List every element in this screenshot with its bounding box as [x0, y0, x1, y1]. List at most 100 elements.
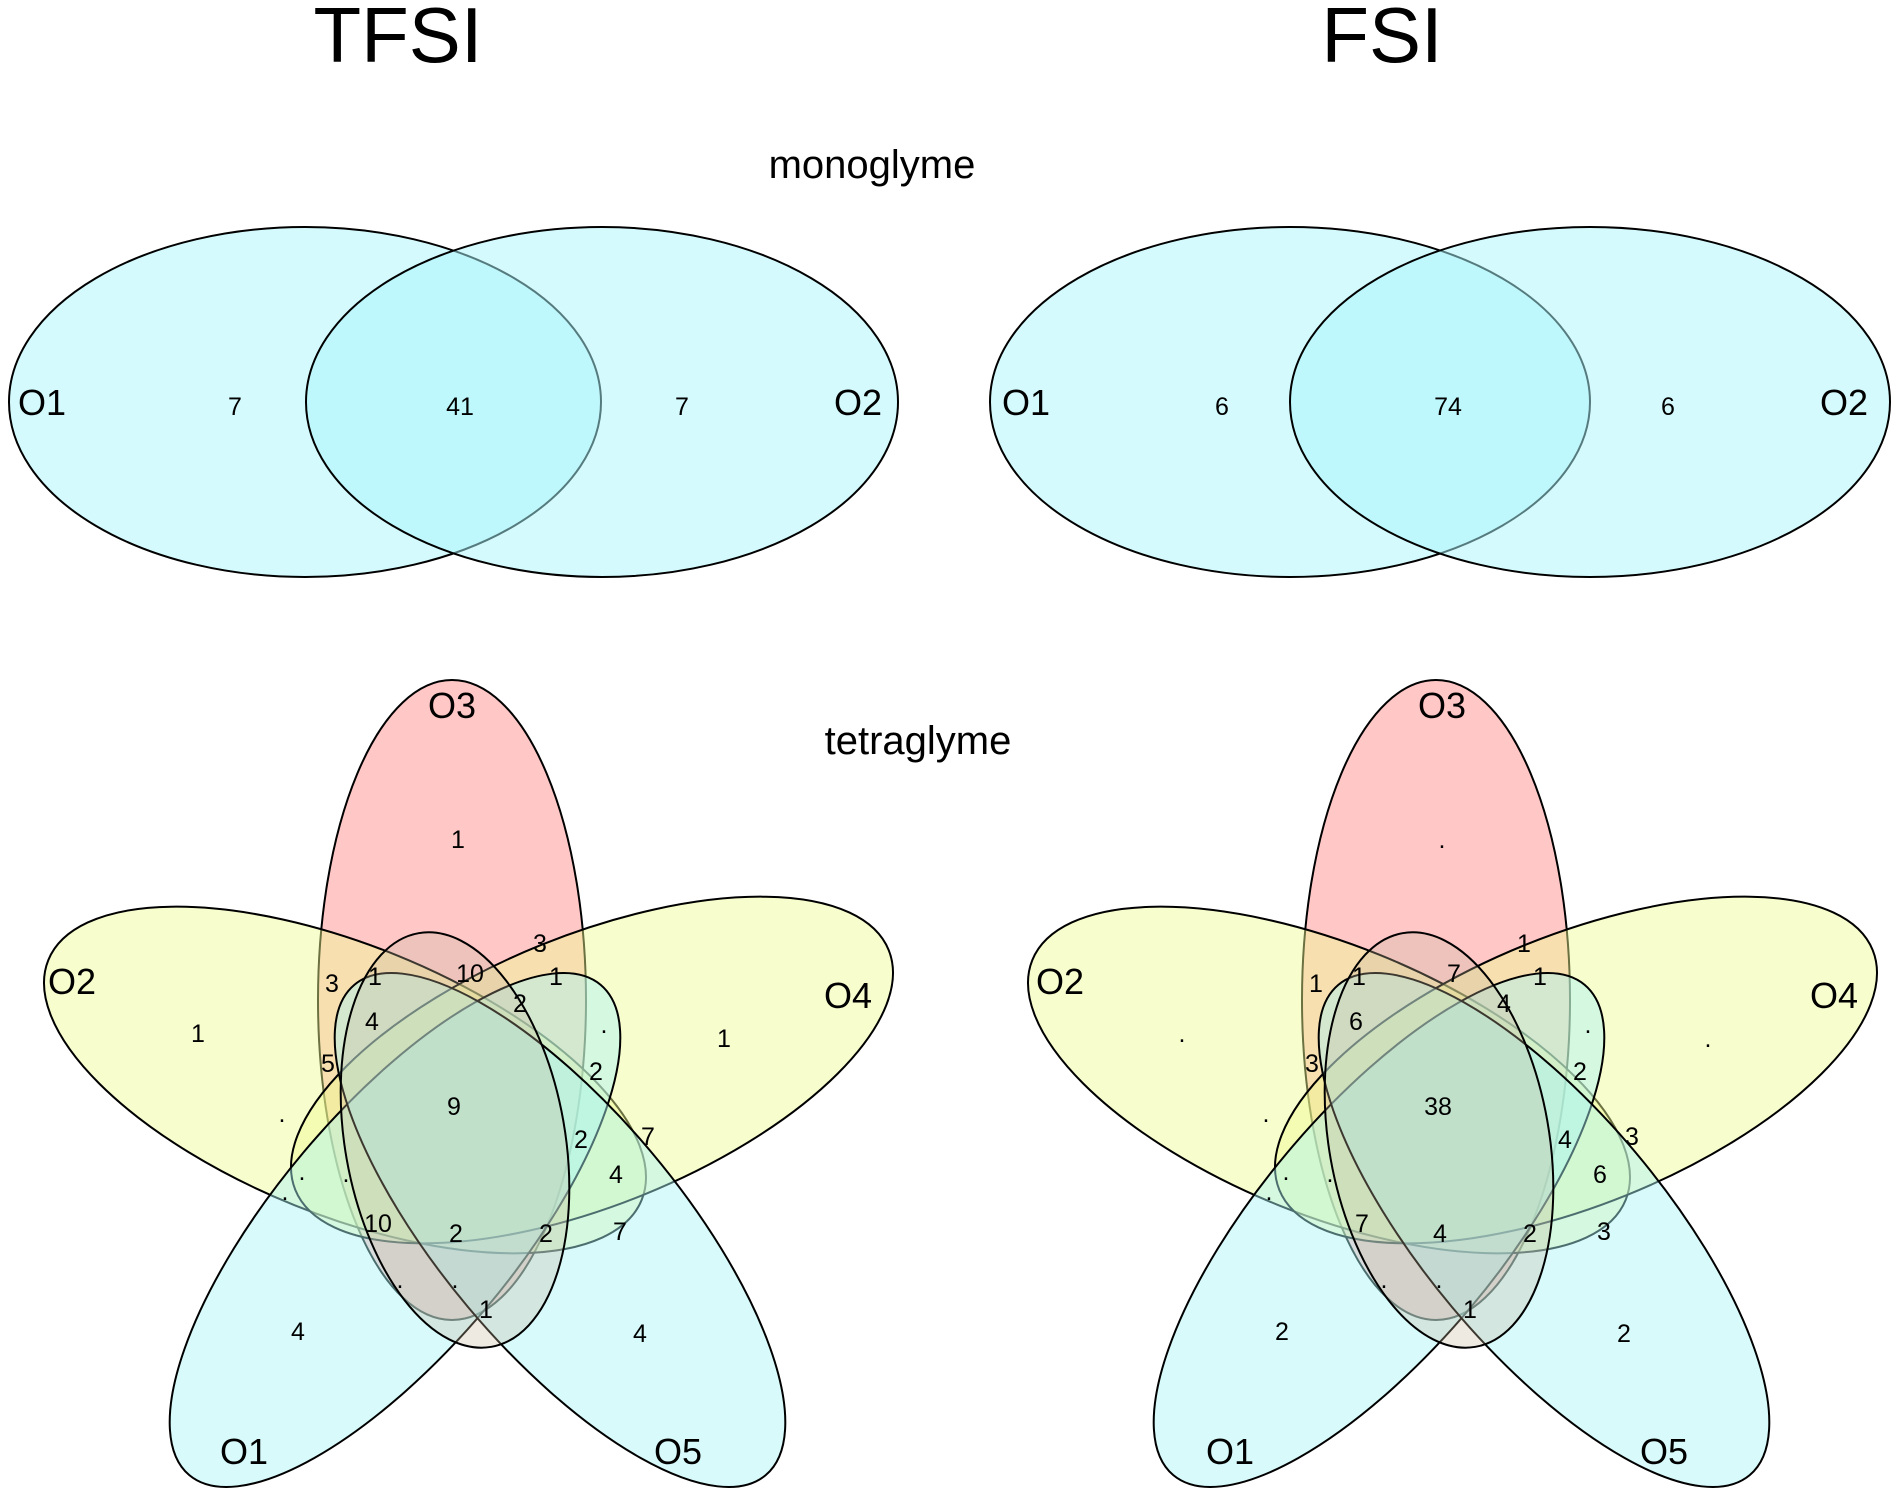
venn2-fsi-ellipse-o2	[1289, 226, 1891, 578]
venn5-tfsi-count: 1	[451, 826, 465, 854]
venn5-fsi-ellipse-o5	[1317, 972, 1771, 1488]
venn5-tfsi-label-o5: O5	[654, 1431, 702, 1472]
venn5-fsi-count: 6	[1349, 1008, 1363, 1036]
venn5-fsi-count: 4	[1558, 1126, 1572, 1154]
venn5-fsi-count: 2	[1617, 1320, 1631, 1348]
venn5-tfsi-count: .	[397, 1266, 404, 1294]
venn5-fsi-count: .	[1585, 1011, 1592, 1039]
venn5-tfsi-count: .	[452, 1266, 459, 1294]
venn5-tfsi-ellipse-o4	[290, 895, 894, 1245]
venn5-tfsi-count: 2	[574, 1126, 588, 1154]
venn5-tfsi-count: 3	[533, 930, 547, 958]
row-title-monoglyme: monoglyme	[769, 143, 976, 187]
venn5-tfsi-count: 4	[291, 1318, 305, 1346]
venn5-tfsi-count: 1	[479, 1296, 493, 1324]
venn5-fsi-count: .	[1705, 1025, 1712, 1053]
venn2-tfsi-count-both: 41	[446, 393, 474, 421]
venn5-fsi-count: .	[1179, 1020, 1186, 1048]
venn5-tfsi-count: 7	[641, 1123, 655, 1151]
venn5-tfsi-ellipse-o5	[333, 972, 787, 1488]
venn5-tfsi-label-o4: O4	[824, 975, 872, 1016]
venn5-tfsi-ellipse-o3	[317, 679, 587, 1321]
venn5-fsi-count: .	[1327, 1160, 1334, 1188]
venn5-tfsi-ellipse-inner	[339, 931, 571, 1349]
venn5-fsi-count: 1	[1352, 963, 1366, 991]
venn5-tfsi-count: 10	[364, 1210, 392, 1238]
venn2-fsi-count-both: 74	[1434, 393, 1462, 421]
venn5-tfsi-count: 4	[609, 1161, 623, 1189]
venn2-fsi-label-o1: O1	[1002, 382, 1050, 423]
venn5-fsi-count: 1	[1463, 1296, 1477, 1324]
venn5-tfsi-count: 2	[539, 1220, 553, 1248]
venn5-fsi-count: .	[1381, 1266, 1388, 1294]
venn5-fsi-label-o3: O3	[1418, 685, 1466, 726]
venn5-tfsi-count: .	[279, 1100, 286, 1128]
venn5-fsi-count: .	[1436, 1266, 1443, 1294]
venn5-fsi-count: 1	[1309, 970, 1323, 998]
column-title-fsi: FSI	[1321, 0, 1442, 79]
venn5-fsi-ellipse-o1	[1152, 972, 1606, 1488]
venn5-fsi-ellipse-inner	[1323, 931, 1555, 1349]
venn5-fsi-label-o1: O1	[1206, 1431, 1254, 1472]
venn5-fsi-count: .	[1266, 1178, 1273, 1206]
venn5-fsi-ellipse-o3	[1301, 679, 1571, 1321]
venn2-tfsi-count-o1-only: 7	[228, 393, 242, 421]
venn5-fsi-label-o2: O2	[1036, 961, 1084, 1002]
venn5-fsi-count: 2	[1523, 1220, 1537, 1248]
venn5-fsi-count: 3	[1305, 1050, 1319, 1078]
venn5-fsi-count: 2	[1275, 1318, 1289, 1346]
venn5-tfsi-count: .	[282, 1178, 289, 1206]
venn5-fsi-count: 6	[1593, 1161, 1607, 1189]
venn5-fsi-count: 2	[1573, 1058, 1587, 1086]
venn5-fsi-ellipse-o2	[1027, 905, 1631, 1255]
venn5-fsi-label-o4: O4	[1810, 975, 1858, 1016]
venn5-tfsi-count: 1	[191, 1020, 205, 1048]
row-title-tetraglyme: tetraglyme	[825, 719, 1012, 763]
venn5-tfsi-count: 2	[589, 1058, 603, 1086]
venn5-tfsi-count: 1	[717, 1025, 731, 1053]
venn5-tfsi-count: 5	[321, 1050, 335, 1078]
venn5-fsi-count: 4	[1433, 1220, 1447, 1248]
column-title-tfsi: TFSI	[314, 0, 483, 79]
venn5-fsi-count: 4	[1497, 990, 1511, 1018]
venn2-tfsi-count-o2-only: 7	[675, 393, 689, 421]
venn2-fsi-count-o2-only: 6	[1661, 393, 1675, 421]
venn2-fsi-label-o2: O2	[1820, 382, 1868, 423]
venn5-tfsi-count: .	[299, 1158, 306, 1186]
venn5-tfsi-count: .	[343, 1160, 350, 1188]
venn2-fsi: O1 O2 6 74 6	[989, 226, 1891, 578]
venn5-fsi-count: 1	[1533, 963, 1547, 991]
venn5-fsi-count: .	[1439, 826, 1446, 854]
venn5-tfsi-count: .	[601, 1011, 608, 1039]
venn5-fsi-count: .	[1283, 1158, 1290, 1186]
venn5-fsi-label-o5: O5	[1640, 1431, 1688, 1472]
venn5-tfsi-count: 4	[365, 1008, 379, 1036]
venn5-tfsi-ellipse-o2	[43, 905, 647, 1255]
venn2-tfsi: O1 O2 7 41 7	[8, 226, 899, 578]
venn5-tfsi-count: 10	[456, 960, 484, 988]
venn5-tfsi-count: 3	[325, 970, 339, 998]
venn5-tfsi-count: 7	[613, 1218, 627, 1246]
venn5-fsi-count: 3	[1625, 1123, 1639, 1151]
venn5-fsi-count: 3	[1597, 1218, 1611, 1246]
venn5-tfsi-count: 2	[513, 990, 527, 1018]
venn5-tfsi-label-o1: O1	[220, 1431, 268, 1472]
venn5-tfsi-ellipse-o1	[168, 972, 622, 1488]
venn5-tfsi-count: 2	[449, 1220, 463, 1248]
venn5-fsi-count: 1	[1517, 930, 1531, 958]
venn5-tfsi-label-o3: O3	[428, 685, 476, 726]
venn2-tfsi-label-o2: O2	[834, 382, 882, 423]
venn5-fsi-count: .	[1263, 1100, 1270, 1128]
venn5-tfsi-count: 1	[368, 963, 382, 991]
venn2-fsi-count-o1-only: 6	[1215, 393, 1229, 421]
venn5-tfsi-count: 9	[447, 1093, 461, 1121]
venn5-fsi-count: 7	[1355, 1210, 1369, 1238]
venn5-fsi-count: 38	[1424, 1093, 1452, 1121]
venn5-tfsi-count: 4	[633, 1320, 647, 1348]
venn5-fsi-ellipse-o4	[1274, 895, 1878, 1245]
